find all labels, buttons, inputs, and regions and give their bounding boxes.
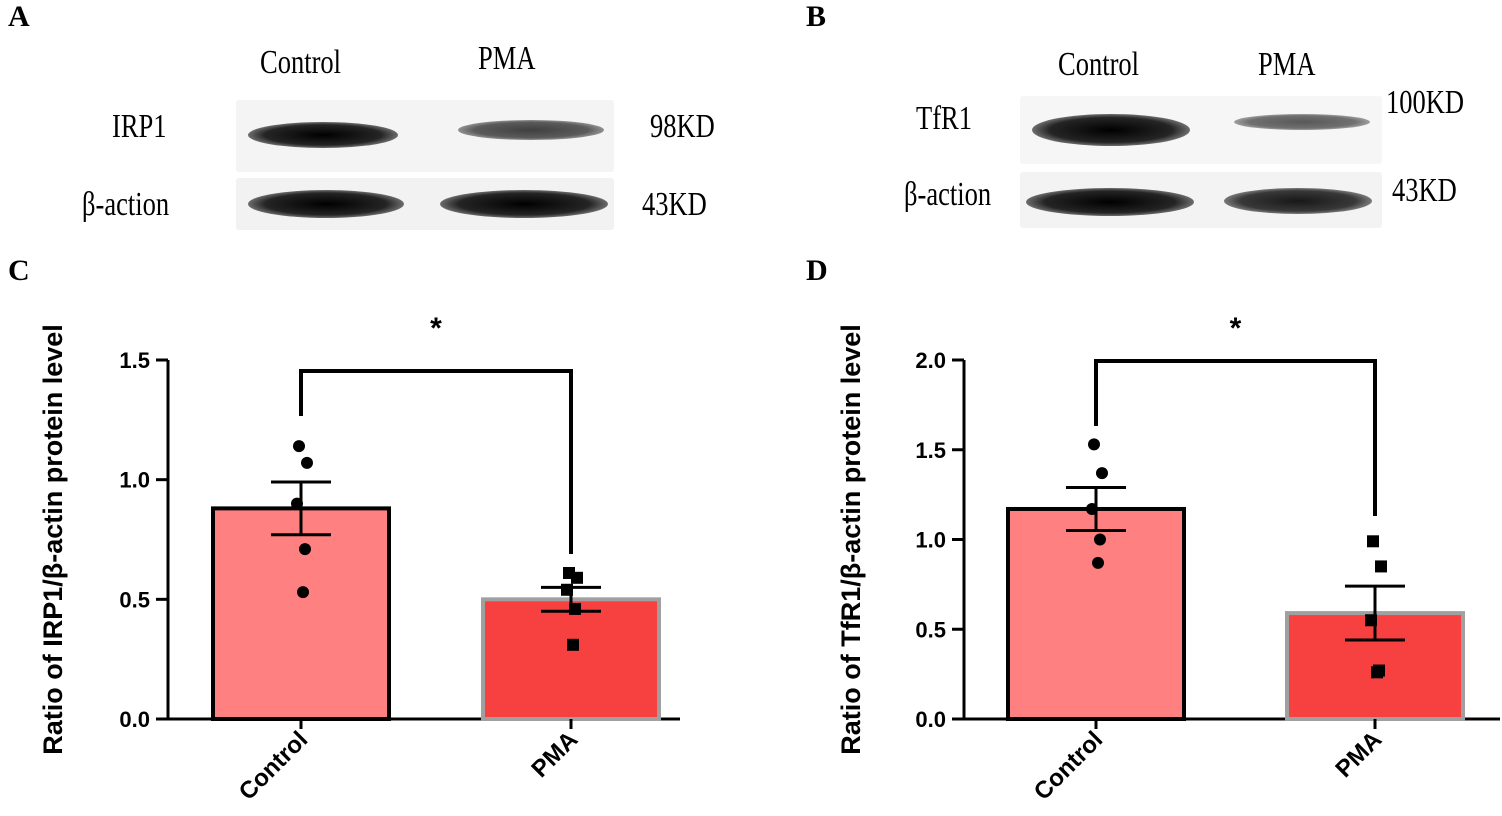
blot-band — [1224, 188, 1372, 214]
blot-band — [440, 190, 608, 218]
data-point — [569, 602, 581, 615]
significance-bracket — [299, 369, 573, 554]
bar — [211, 506, 391, 721]
y-tick-label: 1.0 — [915, 528, 946, 553]
data-point — [291, 497, 303, 510]
tfr1-bar-chart: 0.0 0.5 1.0 1.5 2.0 Ratio of TfR1/β-actin pro… — [836, 312, 1500, 806]
y-tick-label: 0.5 — [915, 617, 946, 642]
bar — [1006, 506, 1186, 721]
panel-letter-d: D — [806, 254, 828, 287]
data-point — [297, 586, 309, 599]
data-point — [1367, 535, 1379, 548]
blot-a-membrane-irp1 — [236, 100, 614, 172]
x-tick-label: Control — [234, 726, 313, 805]
blot-a-row-label-actin: β-action — [82, 186, 170, 223]
bar — [481, 597, 661, 722]
blot-band — [248, 122, 398, 148]
panel-letter-a: A — [8, 0, 30, 33]
blot-band — [1234, 114, 1370, 130]
y-axis-label: Ratio of IRP1/β-actin protein level — [38, 324, 68, 755]
blot-a-column-pma: PMA — [478, 40, 536, 77]
panel-letter-c: C — [8, 254, 30, 287]
y-axis-label: Ratio of TfR1/β-actin protein level — [836, 324, 866, 755]
blot-b-membrane-tfr1 — [1020, 96, 1382, 164]
blot-b-row-label-actin: β-action — [904, 176, 992, 213]
y-tick-label: 1.5 — [119, 348, 150, 373]
blot-b-column-pma: PMA — [1258, 46, 1316, 83]
y-tick-label: 2.0 — [915, 348, 946, 373]
blot-b-row-label-tfr1: TfR1 — [916, 100, 972, 137]
irp1-bar-chart: 0.0 0.5 1.0 1.5 Ratio of IRP1/β-actin protei… — [38, 312, 680, 806]
blot-band — [1026, 188, 1194, 216]
y-tick-label: 1.5 — [915, 438, 946, 463]
y-tick-label: 1.0 — [119, 468, 150, 493]
data-point — [1096, 467, 1108, 480]
y-tick-label: 0.0 — [915, 707, 946, 732]
blot-a-column-control: Control — [260, 44, 342, 81]
blot-a-size-actin: 43KD — [642, 186, 707, 223]
blot-band — [458, 120, 604, 140]
x-tick-label: Control — [1029, 726, 1108, 805]
significance-marker: * — [1230, 312, 1242, 345]
data-point — [561, 583, 573, 596]
blot-b-size-actin: 43KD — [1392, 172, 1457, 209]
blot-band — [248, 190, 404, 218]
blot-b-column-control: Control — [1058, 46, 1140, 83]
data-point — [1088, 438, 1100, 451]
blot-b-size-tfr1: 100KD — [1386, 84, 1465, 121]
significance-bracket — [1094, 359, 1377, 516]
data-point — [301, 456, 313, 469]
data-point — [1092, 556, 1104, 569]
blot-a-size-irp1: 98KD — [650, 108, 715, 145]
data-point — [1094, 533, 1106, 546]
data-point — [1086, 502, 1098, 515]
blot-a-membrane-actin — [236, 178, 614, 230]
data-point — [571, 571, 583, 584]
x-tick-label: PMA — [1330, 726, 1387, 783]
blot-b-membrane-actin — [1020, 172, 1382, 228]
significance-marker: * — [430, 312, 442, 345]
data-point — [293, 440, 305, 453]
data-point — [1375, 560, 1387, 573]
panel-letter-b: B — [806, 0, 827, 33]
data-point — [299, 543, 311, 556]
blot-band — [1032, 114, 1190, 146]
data-point — [1365, 614, 1377, 627]
y-tick-label: 0.0 — [119, 707, 150, 732]
data-point — [567, 638, 579, 651]
data-point — [1371, 666, 1383, 679]
blot-a-row-label-irp1: IRP1 — [112, 108, 167, 145]
y-tick-label: 0.5 — [119, 587, 150, 612]
x-tick-label: PMA — [526, 726, 583, 783]
